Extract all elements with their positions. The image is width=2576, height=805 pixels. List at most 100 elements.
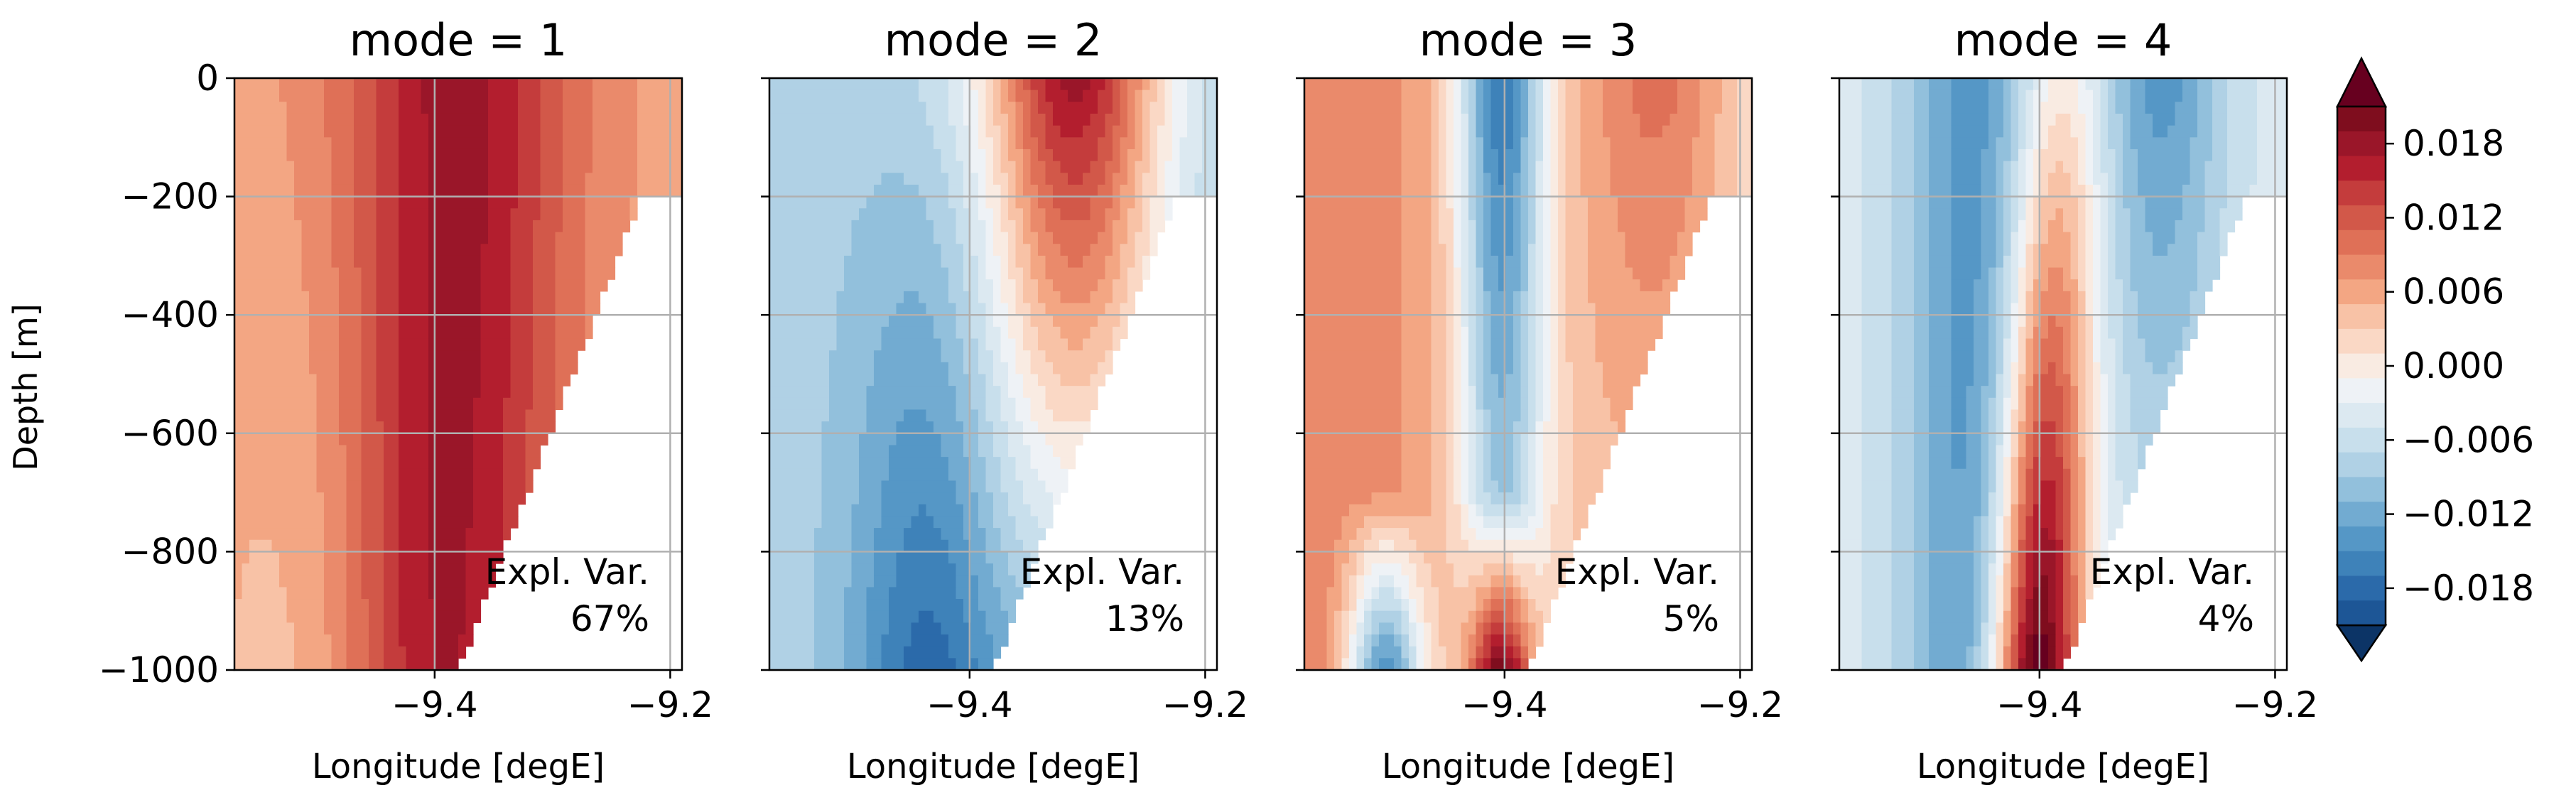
field-cell bbox=[465, 90, 474, 102]
field-cell bbox=[316, 397, 325, 411]
field-cell bbox=[465, 279, 474, 292]
field-cell bbox=[361, 208, 369, 221]
field-cell bbox=[1008, 315, 1017, 328]
field-cell bbox=[799, 78, 808, 91]
field-cell bbox=[361, 161, 369, 173]
field-cell bbox=[443, 125, 452, 138]
field-cell bbox=[814, 208, 823, 221]
field-cell bbox=[473, 374, 482, 387]
field-cell bbox=[518, 386, 526, 399]
field-cell bbox=[376, 161, 384, 173]
field-cell bbox=[970, 468, 979, 482]
field-cell bbox=[1045, 326, 1054, 340]
field-cell bbox=[926, 599, 934, 612]
field-cell bbox=[555, 90, 563, 102]
field-cell bbox=[896, 658, 904, 671]
field-cell bbox=[859, 646, 867, 659]
field-cell bbox=[926, 338, 934, 351]
field-cell bbox=[309, 551, 318, 564]
field-cell bbox=[1142, 255, 1151, 269]
field-cell bbox=[399, 279, 407, 292]
field-cell bbox=[279, 480, 288, 493]
field-cell bbox=[859, 161, 867, 173]
field-cell bbox=[1030, 220, 1039, 233]
field-cell bbox=[911, 622, 919, 635]
field-cell bbox=[1341, 445, 1350, 458]
field-cell bbox=[963, 161, 972, 173]
field-cell bbox=[784, 528, 793, 541]
field-cell bbox=[286, 362, 295, 375]
field-cell bbox=[911, 492, 919, 505]
field-cell bbox=[1341, 137, 1350, 150]
field-cell bbox=[428, 113, 437, 126]
field-cell bbox=[480, 528, 489, 541]
field-cell bbox=[1120, 90, 1128, 102]
field-cell bbox=[806, 480, 815, 493]
field-cell bbox=[1060, 208, 1068, 221]
field-cell bbox=[784, 78, 793, 91]
field-cell bbox=[821, 575, 830, 588]
field-cell bbox=[1341, 622, 1350, 635]
field-cell bbox=[970, 610, 979, 623]
field-cell bbox=[354, 137, 362, 150]
field-cell bbox=[406, 409, 414, 422]
field-cell bbox=[1149, 161, 1158, 173]
field-cell bbox=[1023, 113, 1032, 126]
field-cell bbox=[1053, 457, 1061, 470]
field-cell bbox=[1023, 409, 1032, 422]
field-cell bbox=[1000, 409, 1009, 422]
field-cell bbox=[1304, 102, 1313, 114]
field-cell bbox=[563, 137, 571, 150]
field-cell bbox=[242, 480, 250, 493]
field-cell bbox=[1000, 244, 1009, 256]
field-cell bbox=[993, 362, 1002, 375]
field-cell bbox=[488, 208, 497, 221]
field-cell bbox=[316, 374, 325, 387]
field-cell bbox=[1045, 137, 1054, 150]
field-cell bbox=[1030, 196, 1039, 209]
field-cell bbox=[1334, 113, 1343, 126]
field-cell bbox=[889, 646, 897, 659]
field-cell bbox=[1000, 326, 1009, 340]
field-cell bbox=[286, 338, 295, 351]
field-cell bbox=[851, 303, 860, 315]
field-cell bbox=[1045, 148, 1054, 162]
field-cell bbox=[548, 409, 556, 422]
field-cell bbox=[963, 504, 972, 517]
field-cell bbox=[948, 551, 957, 564]
field-cell bbox=[1319, 599, 1328, 612]
field-cell bbox=[836, 433, 845, 446]
field-cell bbox=[881, 575, 889, 588]
field-cell bbox=[1127, 161, 1136, 173]
field-cell bbox=[806, 279, 815, 292]
field-cell bbox=[488, 575, 497, 588]
field-cell bbox=[473, 125, 482, 138]
field-cell bbox=[585, 184, 593, 198]
field-cell bbox=[1015, 350, 1024, 363]
field-cell bbox=[435, 504, 444, 517]
field-cell bbox=[896, 445, 904, 458]
field-cell bbox=[993, 291, 1002, 304]
field-cell bbox=[911, 397, 919, 411]
field-cell bbox=[1311, 78, 1320, 91]
field-cell bbox=[1304, 445, 1313, 458]
field-cell bbox=[911, 539, 919, 552]
field-cell bbox=[1000, 504, 1009, 517]
field-cell bbox=[644, 125, 653, 138]
field-cell bbox=[428, 528, 437, 541]
field-cell bbox=[488, 374, 497, 387]
field-cell bbox=[926, 504, 934, 517]
field-cell bbox=[331, 433, 340, 446]
field-cell bbox=[933, 113, 942, 126]
field-cell bbox=[540, 196, 548, 209]
field-cell bbox=[784, 196, 793, 209]
field-cell bbox=[1030, 102, 1039, 114]
field-cell bbox=[791, 409, 800, 422]
field-cell bbox=[1060, 433, 1068, 446]
field-cell bbox=[881, 634, 889, 647]
field-cell bbox=[1045, 208, 1054, 221]
field-cell bbox=[970, 208, 979, 221]
field-cell bbox=[926, 658, 934, 671]
field-cell bbox=[1045, 255, 1054, 269]
field-cell bbox=[829, 196, 838, 209]
